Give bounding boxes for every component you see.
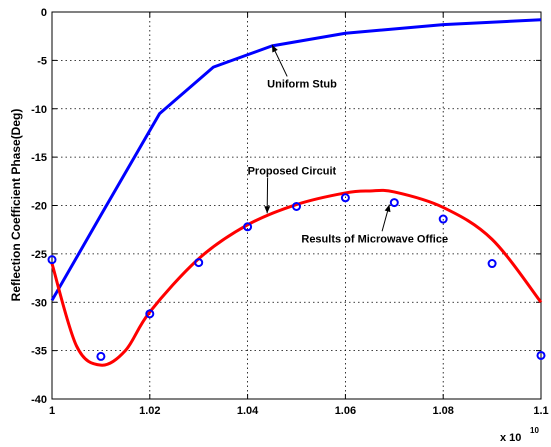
mwo-result-point bbox=[536, 350, 546, 360]
x-tick-label: 1 bbox=[49, 405, 55, 417]
x-tick-label: 1.08 bbox=[432, 405, 453, 417]
annotations: Uniform Stub Proposed Circuit Results of M… bbox=[248, 44, 448, 245]
annotation-arrowhead bbox=[384, 204, 391, 213]
x-tick-label: 1.02 bbox=[139, 405, 160, 417]
mwo-result-point bbox=[145, 309, 155, 319]
mwo-result-point bbox=[243, 222, 253, 232]
mwo-result-point bbox=[292, 201, 301, 211]
annotation-label: Results of Microwave Office bbox=[301, 233, 448, 245]
mwo-result-point bbox=[438, 214, 448, 224]
mwo-result-point bbox=[487, 259, 497, 269]
axis-ticks: 1 1.02 1.04 1.06 1.08 1.1 0 -5 -10 -15 -20 -25 -30 -3… bbox=[31, 7, 549, 417]
y-tick-label: -20 bbox=[31, 201, 47, 213]
annotation-arrowhead bbox=[272, 44, 278, 53]
y-tick-label: -10 bbox=[31, 104, 47, 116]
y-tick-label: 0 bbox=[41, 7, 47, 19]
annotation-arrowhead bbox=[264, 206, 271, 214]
annotation-label: Uniform Stub bbox=[267, 78, 337, 90]
uniform-stub-line bbox=[50, 18, 542, 302]
x-tick-label: 1.1 bbox=[533, 405, 548, 417]
x-multiplier-exponent: 10 bbox=[530, 426, 539, 435]
y-tick-label: -35 bbox=[31, 346, 47, 358]
y-tick-label: -25 bbox=[31, 249, 47, 261]
x-multiplier: x 10 10 bbox=[500, 426, 539, 444]
mwo-result-point bbox=[47, 255, 57, 265]
y-tick-label: -5 bbox=[37, 55, 47, 67]
mwo-result-point bbox=[389, 198, 399, 208]
series-group bbox=[47, 18, 546, 367]
y-tick-label: -40 bbox=[31, 394, 47, 406]
mwo-result-point bbox=[96, 351, 106, 361]
mwo-result-point bbox=[340, 193, 350, 203]
y-tick-label: -15 bbox=[31, 152, 47, 164]
proposed-circuit-line bbox=[50, 188, 543, 367]
mwo-result-point bbox=[194, 258, 204, 268]
x-multiplier-base: x 10 bbox=[500, 432, 521, 444]
y-tick-label: -30 bbox=[31, 297, 47, 309]
x-tick-label: 1.06 bbox=[335, 405, 356, 417]
annotation-label: Proposed Circuit bbox=[248, 166, 337, 178]
y-axis-label: Reflection Coefficient Phase(Deg) bbox=[9, 109, 23, 302]
x-tick-label: 1.04 bbox=[237, 405, 259, 417]
